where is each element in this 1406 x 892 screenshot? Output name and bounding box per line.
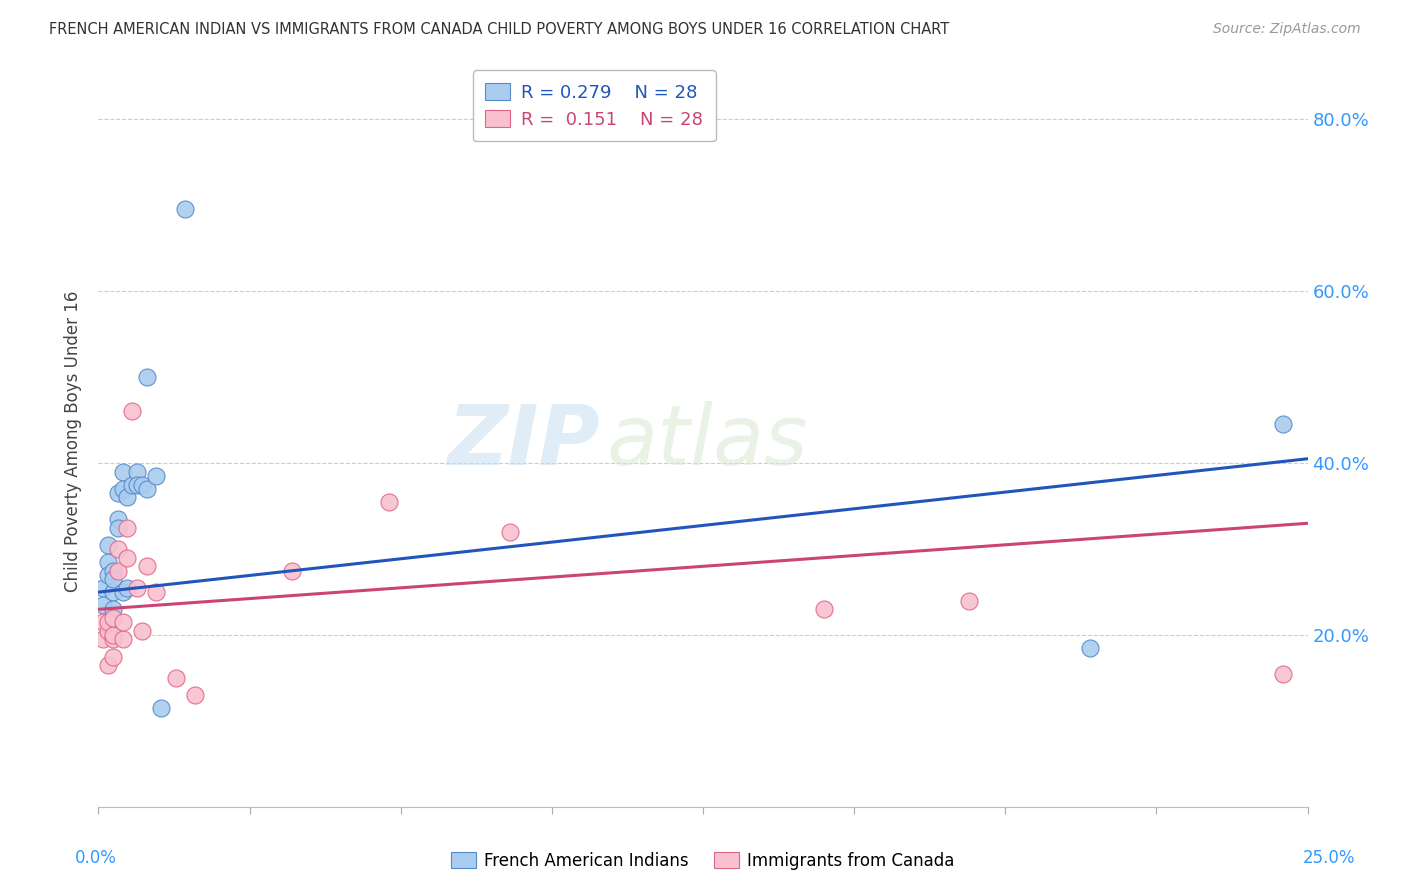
Point bbox=[135, 370, 157, 384]
Point bbox=[127, 465, 149, 479]
Point bbox=[111, 482, 134, 496]
Point bbox=[377, 495, 399, 509]
Point bbox=[150, 701, 173, 715]
Point bbox=[121, 477, 143, 491]
Text: atlas: atlas bbox=[606, 401, 808, 482]
Point bbox=[101, 611, 124, 625]
Point bbox=[107, 486, 129, 500]
Point bbox=[957, 593, 980, 607]
Point bbox=[127, 477, 149, 491]
Point bbox=[145, 585, 167, 599]
Point bbox=[117, 581, 139, 595]
Legend: French American Indians, Immigrants from Canada: French American Indians, Immigrants from… bbox=[444, 846, 962, 877]
Point bbox=[91, 615, 114, 630]
Point bbox=[174, 202, 197, 217]
Point bbox=[117, 520, 139, 534]
Point bbox=[111, 615, 134, 630]
Point bbox=[97, 555, 120, 569]
Point bbox=[135, 559, 157, 574]
Point bbox=[117, 550, 139, 565]
Point bbox=[97, 568, 120, 582]
Point bbox=[145, 469, 167, 483]
Y-axis label: Child Poverty Among Boys Under 16: Child Poverty Among Boys Under 16 bbox=[63, 291, 82, 592]
Text: 0.0%: 0.0% bbox=[75, 849, 117, 867]
Point bbox=[1272, 417, 1295, 432]
Point bbox=[91, 632, 114, 647]
Point bbox=[97, 624, 120, 638]
Point bbox=[91, 598, 114, 612]
Point bbox=[131, 624, 153, 638]
Point bbox=[107, 542, 129, 557]
Point bbox=[127, 581, 149, 595]
Text: Source: ZipAtlas.com: Source: ZipAtlas.com bbox=[1213, 22, 1361, 37]
Point bbox=[101, 602, 124, 616]
Point bbox=[97, 658, 120, 673]
Point bbox=[1078, 641, 1101, 656]
Point bbox=[1272, 666, 1295, 681]
Point bbox=[91, 581, 114, 595]
Point bbox=[97, 538, 120, 552]
Point bbox=[165, 671, 187, 685]
Point bbox=[111, 632, 134, 647]
Point bbox=[107, 512, 129, 526]
Point bbox=[111, 585, 134, 599]
Point bbox=[107, 520, 129, 534]
Text: FRENCH AMERICAN INDIAN VS IMMIGRANTS FROM CANADA CHILD POVERTY AMONG BOYS UNDER : FRENCH AMERICAN INDIAN VS IMMIGRANTS FRO… bbox=[49, 22, 949, 37]
Point bbox=[101, 585, 124, 599]
Text: 25.0%: 25.0% bbox=[1302, 849, 1355, 867]
Point bbox=[111, 465, 134, 479]
Point bbox=[101, 572, 124, 586]
Point bbox=[184, 689, 207, 703]
Point bbox=[117, 491, 139, 505]
Point bbox=[131, 477, 153, 491]
Point bbox=[281, 564, 304, 578]
Point bbox=[97, 615, 120, 630]
Point bbox=[107, 564, 129, 578]
Point bbox=[813, 602, 835, 616]
Text: ZIP: ZIP bbox=[447, 401, 600, 482]
Point bbox=[498, 524, 520, 539]
Point bbox=[135, 482, 157, 496]
Point bbox=[101, 632, 124, 647]
Point bbox=[101, 564, 124, 578]
Point bbox=[101, 628, 124, 642]
Point bbox=[121, 404, 143, 418]
Point bbox=[101, 649, 124, 664]
Legend: R = 0.279    N = 28, R =  0.151    N = 28: R = 0.279 N = 28, R = 0.151 N = 28 bbox=[472, 70, 716, 141]
